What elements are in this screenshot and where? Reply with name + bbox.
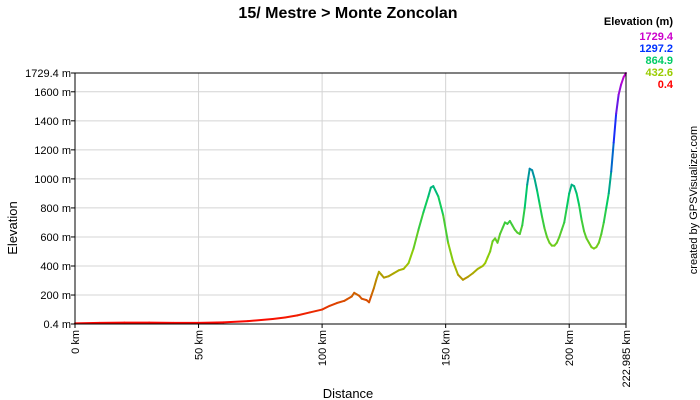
elevation-segment (370, 286, 375, 297)
elevation-segment (538, 202, 544, 218)
elevation-segment (335, 299, 346, 305)
elevation-segment (328, 302, 338, 307)
elevation-segment (442, 214, 450, 244)
x-axis-ticks: 0 km 50 km 100 km 150 km 200 km 222.985 km (70, 324, 633, 387)
elevation-segment (620, 76, 625, 86)
y-tick-label: 600 m (40, 232, 71, 244)
legend-item: 0.4 (658, 79, 674, 91)
y-tick-label: 1400 m (34, 116, 71, 128)
elevation-segment (447, 241, 455, 263)
elevation-segment (321, 304, 331, 311)
elevation-segment (437, 195, 445, 217)
elevation-segment (600, 221, 605, 236)
plot-frame (74, 72, 627, 325)
elevation-segment (521, 206, 526, 227)
y-tick-label: 0.4 m (43, 319, 71, 331)
elevation-segment (583, 230, 588, 240)
legend-item: 1297.2 (639, 43, 673, 55)
elevation-segment (372, 278, 378, 289)
elevation-segment (523, 183, 529, 209)
legend-item: 432.6 (645, 67, 673, 79)
elevation-segment (612, 112, 618, 144)
elevation-segment (541, 215, 546, 230)
elevation-segment (457, 273, 464, 281)
elevation-segment (432, 185, 440, 198)
elevation-segment (610, 141, 615, 173)
elevation-segment (368, 294, 373, 304)
y-tick-label: 800 m (40, 203, 71, 215)
y-tick-label: 200 m (40, 290, 71, 302)
elevation-segment (580, 218, 586, 233)
y-tick-label: 1200 m (34, 145, 71, 157)
elevation-segment (308, 308, 324, 314)
x-axis-title: Distance (323, 386, 374, 400)
elevation-segment (422, 195, 430, 214)
x-tick-label: 222.985 km (621, 330, 633, 387)
elevation-segment (412, 228, 420, 250)
elevation-segment (407, 247, 415, 265)
elevation-segment (489, 240, 494, 253)
elevation-segment (499, 227, 504, 236)
elevation-segment (558, 228, 563, 238)
legend-title: Elevation (m) (604, 16, 673, 28)
elevation-segment (575, 192, 581, 207)
elevation-segment (543, 227, 548, 238)
elevation-segment (284, 314, 299, 319)
elevation-segment (568, 183, 573, 195)
chart-title: 15/ Mestre > Monte Zoncolan (238, 5, 457, 22)
elevation-segment (375, 270, 380, 281)
elevation-segment (471, 267, 479, 275)
x-tick-label: 50 km (194, 330, 206, 360)
elevation-segment (271, 316, 287, 320)
elevation-segment (246, 317, 274, 323)
elevation-segment (605, 192, 610, 209)
elevation-segment (607, 170, 613, 195)
elevation-segment (563, 206, 568, 224)
elevation-segment (518, 224, 524, 236)
credit-text: created by GPSVisualizer.com (688, 126, 700, 274)
x-tick-label: 200 km (564, 330, 576, 366)
elevation-segment (427, 186, 432, 198)
x-tick-label: 100 km (317, 330, 329, 366)
elevation-segment (578, 204, 583, 221)
elevation-segment (417, 211, 425, 231)
elevation-segment (452, 260, 460, 276)
elevation-segment (597, 233, 603, 244)
elevation-segment (484, 256, 489, 265)
legend-item: 1729.4 (639, 31, 674, 43)
y-tick-label: 1729.4 m (25, 68, 71, 80)
elevation-segment (466, 272, 474, 278)
elevation-segment (533, 177, 539, 192)
elevation-segment (560, 221, 566, 231)
elevation-segment (296, 311, 311, 317)
elevation-segment (617, 83, 623, 96)
elevation-segment (402, 262, 410, 270)
elevation-segment (531, 169, 536, 180)
y-tick-label: 1000 m (34, 174, 71, 186)
elevation-profile (74, 72, 627, 325)
elevation-segment (545, 235, 551, 244)
x-tick-label: 150 km (441, 330, 453, 366)
elevation-segment (496, 233, 502, 244)
elevation-segment (222, 320, 249, 324)
y-axis-ticks: 0.4 m 200 m 400 m 600 m 800 m 1000 m 1200 m 140… (25, 68, 75, 331)
elevation-segment (526, 167, 531, 186)
elevation-segment (615, 93, 620, 115)
elevation-segment (573, 185, 578, 195)
x-tick-label: 0 km (70, 330, 82, 354)
y-tick-label: 400 m (40, 261, 71, 273)
elevation-segment (501, 221, 506, 230)
elevation-segment (555, 235, 561, 244)
grid-lines (74, 72, 627, 325)
elevation-segment (536, 189, 541, 205)
elevation-segment (197, 321, 225, 324)
y-axis-title: Elevation (5, 201, 20, 254)
legend-item: 864.9 (645, 55, 673, 67)
y-tick-label: 1600 m (34, 87, 71, 99)
elevation-segment (602, 206, 608, 224)
elevation-segment (565, 192, 571, 209)
elevation-segment (486, 250, 492, 259)
